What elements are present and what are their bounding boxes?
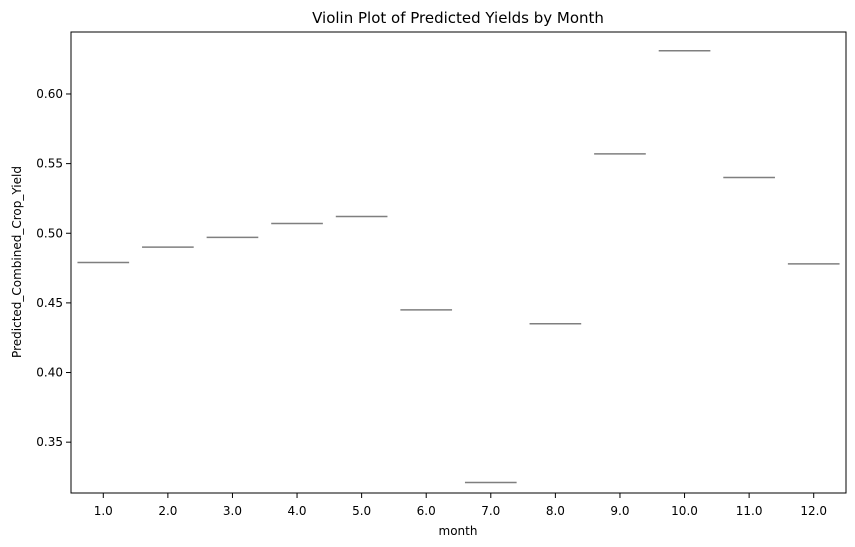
x-tick-label-9: 9.0 xyxy=(610,504,629,518)
x-tick-label-5: 5.0 xyxy=(352,504,371,518)
y-tick-label-2: 0.45 xyxy=(36,296,63,310)
x-tick-label-12: 12.0 xyxy=(800,504,827,518)
plot-frame xyxy=(70,31,847,494)
y-tick-label-5: 0.60 xyxy=(36,87,63,101)
x-axis-ticks: 1.0 2.0 3.0 4.0 5.0 6.0 7.0 8.0 9.0 10.0 11.0 12.0 xyxy=(94,493,827,518)
y-axis-label: Predicted_Combined_Crop_Yield xyxy=(10,166,24,358)
x-axis-label: month xyxy=(439,524,478,538)
chart-title: Violin Plot of Predicted Yields by Month xyxy=(312,9,604,27)
x-tick-label-4: 4.0 xyxy=(287,504,306,518)
x-tick-label-3: 3.0 xyxy=(223,504,242,518)
y-tick-label-0: 0.35 xyxy=(36,435,63,449)
y-tick-label-4: 0.55 xyxy=(36,157,63,171)
x-tick-label-6: 6.0 xyxy=(417,504,436,518)
y-tick-label-1: 0.40 xyxy=(36,366,63,380)
x-tick-label-7: 7.0 xyxy=(481,504,500,518)
x-tick-label-11: 11.0 xyxy=(736,504,763,518)
x-tick-label-1: 1.0 xyxy=(94,504,113,518)
y-axis-ticks: 0.35 0.40 0.45 0.50 0.55 0.60 xyxy=(36,87,71,449)
violin-marks xyxy=(77,50,840,484)
x-tick-label-10: 10.0 xyxy=(671,504,698,518)
x-tick-label-2: 2.0 xyxy=(158,504,177,518)
x-tick-label-8: 8.0 xyxy=(546,504,565,518)
y-tick-label-3: 0.50 xyxy=(36,226,63,240)
